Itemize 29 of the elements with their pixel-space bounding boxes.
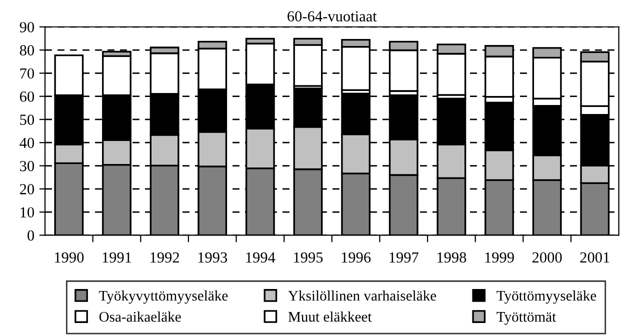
- x-tick-label: 1997: [390, 252, 418, 263]
- chart-title: 60-64-vuotiaat: [288, 11, 377, 22]
- y-tick-label: 60: [20, 91, 34, 102]
- x-tick-label: 1998: [438, 252, 466, 263]
- x-tick-label: 1995: [294, 252, 323, 263]
- legend-label: Työkyvyttömyyseläke: [99, 290, 228, 304]
- y-tick-label: 10: [20, 207, 34, 218]
- y-tick-label: 50: [20, 114, 34, 125]
- x-tick-label: 1999: [485, 252, 514, 263]
- x-tick-label: 1991: [102, 252, 132, 263]
- x-tick-label: 2000: [532, 252, 562, 263]
- x-tick-label: 1996: [342, 252, 371, 263]
- legend-label: Työttömät: [496, 312, 556, 325]
- x-tick-label: 1990: [54, 252, 84, 263]
- legend-label: Työttömyyseläke: [496, 290, 596, 304]
- x-tick-label: 1992: [150, 252, 179, 263]
- y-tick-label: 90: [20, 22, 34, 32]
- x-tick-label: 1994: [246, 252, 276, 263]
- y-tick-label: 40: [20, 138, 34, 148]
- y-tick-label: 30: [20, 160, 34, 172]
- legend-label: Yksilöllinen varhaiseläke: [288, 290, 436, 301]
- y-tick-label: 0: [28, 230, 34, 241]
- y-tick-label: 70: [20, 68, 34, 79]
- legend-label: Osa-aikaeläke: [99, 311, 181, 322]
- y-tick-label: 80: [20, 45, 34, 56]
- legend-label: Muut eläkkeet: [288, 311, 372, 322]
- x-tick-label: 2001: [580, 252, 610, 263]
- y-tick-label: 20: [20, 184, 34, 194]
- x-tick-label: 1993: [198, 252, 228, 263]
